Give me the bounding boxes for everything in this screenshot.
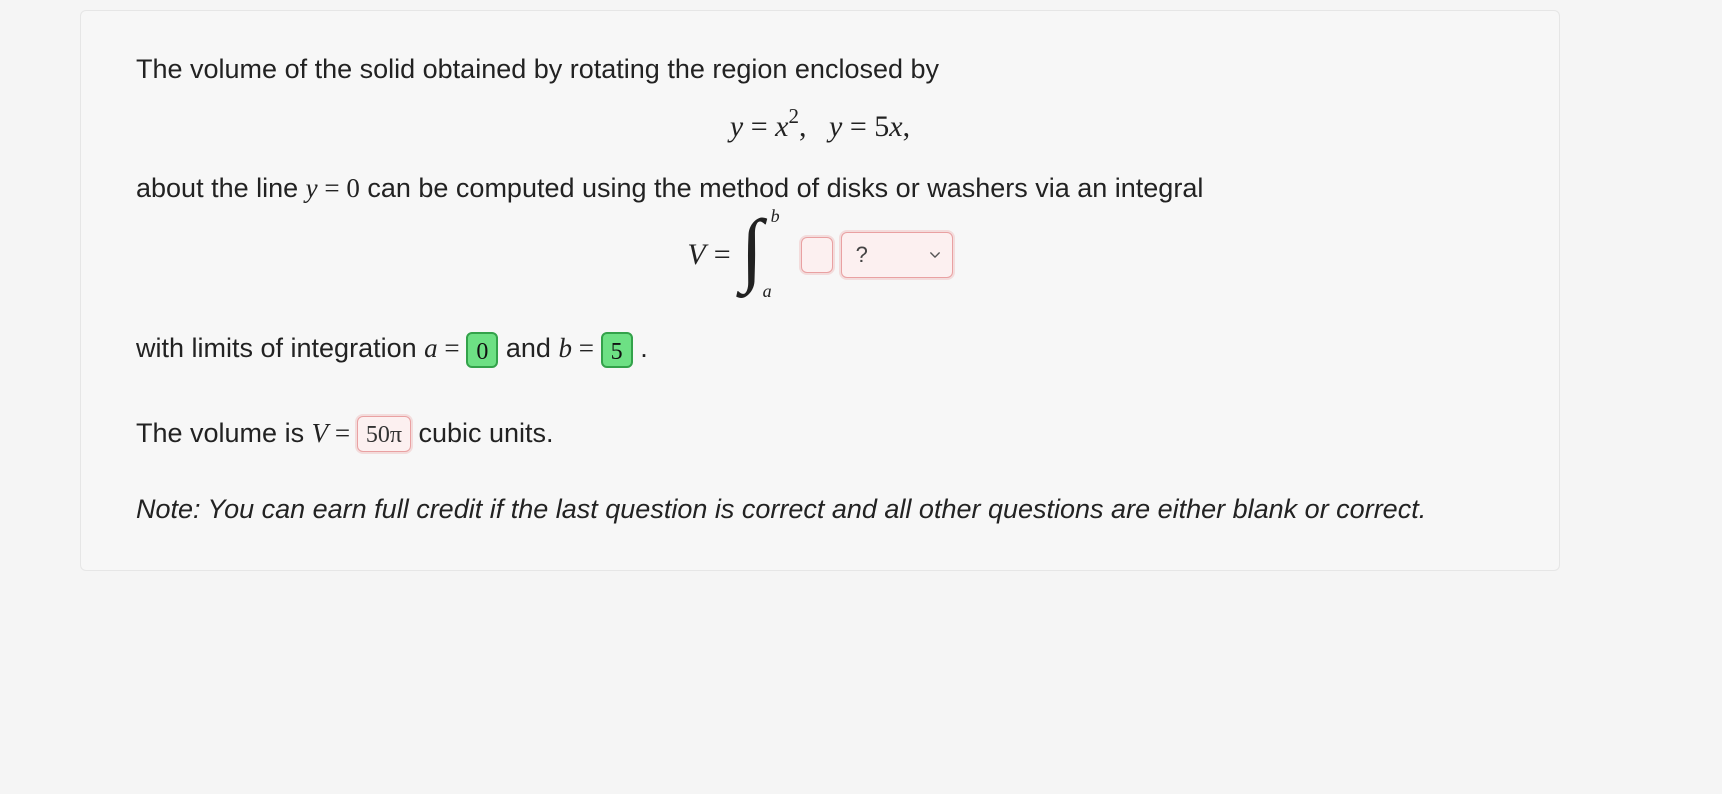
note-text: Note: You can earn full credit if the la… <box>136 489 1504 530</box>
limit-a-input[interactable]: 0 <box>466 332 498 368</box>
integral-v: V <box>687 238 705 272</box>
differential-select[interactable]: ? <box>841 232 953 278</box>
integral-upper: b <box>771 206 780 227</box>
limits-line: with limits of integration a = 0 and b =… <box>136 328 1504 369</box>
eq1-rhs: x <box>775 110 788 143</box>
integral-symbol: ∫ b a <box>741 216 777 294</box>
chevron-down-icon <box>928 248 942 262</box>
region-equations: y = x2, y = 5x, <box>136 106 1504 144</box>
limit-b-input[interactable]: 5 <box>601 332 633 368</box>
integral-lower: a <box>763 281 772 302</box>
volume-input[interactable]: 50π <box>357 416 411 452</box>
eq2-coeff: 5 <box>874 110 889 143</box>
eq2-lhs: y <box>829 110 842 143</box>
intro-text: The volume of the solid obtained by rota… <box>136 49 1504 90</box>
differential-value: ? <box>856 242 868 268</box>
eq1-exp: 2 <box>789 104 800 128</box>
integrand-input[interactable] <box>801 237 833 273</box>
eq1-lhs: y <box>730 110 743 143</box>
axis-line: about the line y = 0 can be computed usi… <box>136 168 1504 209</box>
volume-line: The volume is V = 50π cubic units. <box>136 413 1504 454</box>
eq2-var: x <box>889 110 902 143</box>
integral-expression: V = ∫ b a ? <box>136 216 1504 294</box>
question-card: The volume of the solid obtained by rota… <box>80 10 1560 571</box>
